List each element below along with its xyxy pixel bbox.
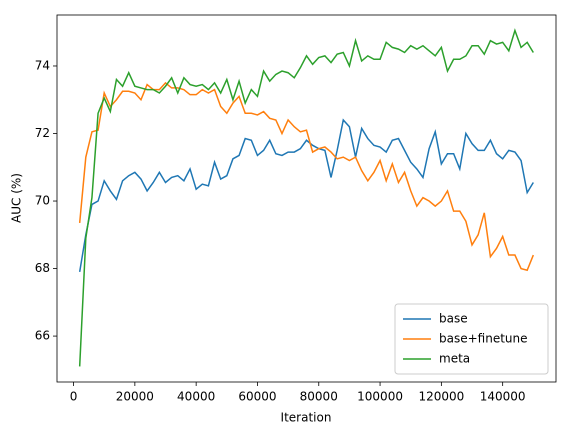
y-tick-label: 72 xyxy=(35,126,50,140)
y-tick-label: 70 xyxy=(35,194,50,208)
y-tick-label: 74 xyxy=(35,58,50,72)
x-tick-label: 40000 xyxy=(177,390,215,404)
x-tick-label: 0 xyxy=(70,390,78,404)
x-tick-label: 80000 xyxy=(300,390,338,404)
legend-box xyxy=(394,303,549,375)
line-series xyxy=(78,28,534,367)
plot-frame xyxy=(56,14,557,383)
x-tick-label: 120000 xyxy=(418,390,464,404)
x-tick-label: 100000 xyxy=(357,390,403,404)
x-tick-label: 20000 xyxy=(116,390,154,404)
line-series xyxy=(78,81,535,272)
y-axis-label: AUC (%) xyxy=(10,173,24,223)
y-tick-label: 68 xyxy=(35,261,50,275)
x-tick-label: 140000 xyxy=(480,390,526,404)
legend-label: base+finetune xyxy=(439,332,528,346)
legend-label: base xyxy=(439,312,468,326)
legend-label: meta xyxy=(439,352,470,366)
line-series xyxy=(78,118,534,273)
x-tick-label: 60000 xyxy=(238,390,276,404)
y-tick-label: 66 xyxy=(35,329,50,343)
x-axis-label: Iteration xyxy=(281,411,332,425)
